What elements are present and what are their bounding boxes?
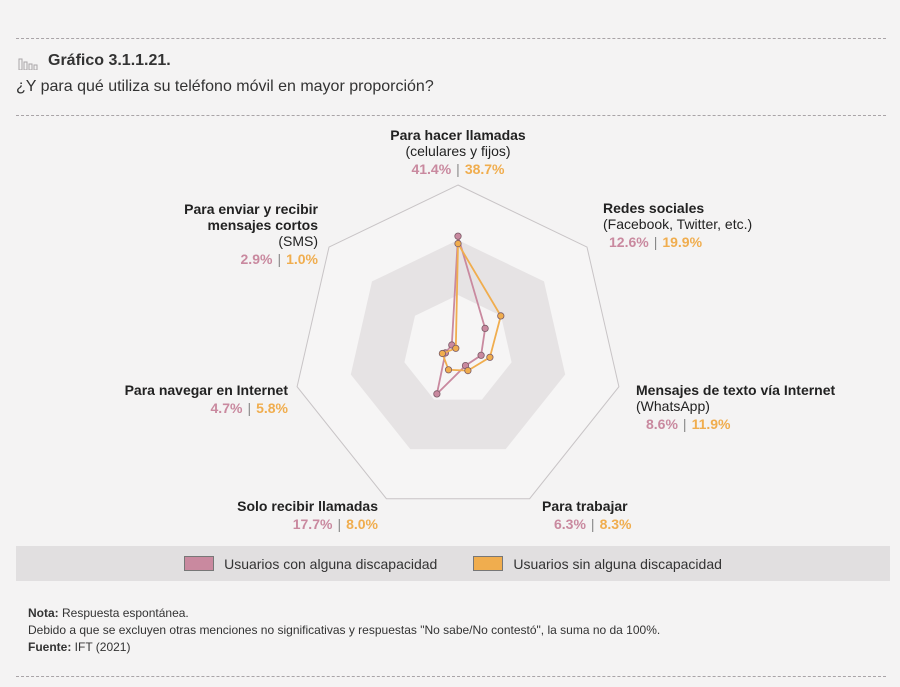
axis-label-text: Para enviar y recibir mensajes cortos (S… bbox=[184, 201, 318, 249]
note-line-2: Debido a que se excluyen otras menciones… bbox=[28, 623, 661, 637]
chart-number: Gráfico 3.1.1.21. bbox=[48, 52, 171, 69]
value-con-discapacidad: 8.6% bbox=[646, 416, 678, 432]
value-con-discapacidad: 6.3% bbox=[554, 516, 586, 532]
value-sin-discapacidad: 1.0% bbox=[286, 251, 318, 267]
notes: Nota: Respuesta espontánea. Debido a que… bbox=[28, 605, 660, 656]
value-sin-discapacidad: 5.8% bbox=[256, 400, 288, 416]
data-point-1-1 bbox=[497, 312, 505, 320]
value-sin-discapacidad: 11.9% bbox=[691, 416, 731, 432]
axis-label-text: Mensajes de texto vía Internet (WhatsApp) bbox=[636, 382, 836, 414]
data-point-1-4 bbox=[444, 366, 453, 374]
bar-chart-icon bbox=[18, 58, 38, 70]
axis-values: 4.7% | 5.8% bbox=[210, 400, 288, 416]
data-point-0-4 bbox=[433, 390, 441, 398]
data-point-1-3 bbox=[464, 366, 472, 375]
value-sin-discapacidad: 8.0% bbox=[346, 516, 378, 532]
axis-values: 2.9% | 1.0% bbox=[240, 251, 318, 267]
legend-swatch-sin bbox=[473, 556, 504, 571]
legend-item-con: Usuarios con alguna discapacidad bbox=[184, 556, 437, 572]
value-con-discapacidad: 12.6% bbox=[609, 234, 649, 250]
chart-question: ¿Y para qué utiliza su teléfono móvil en… bbox=[16, 78, 434, 95]
axis-label-2: Mensajes de texto vía Internet (WhatsApp)… bbox=[636, 382, 835, 432]
axis-label-text: Para navegar en Internet bbox=[124, 382, 288, 398]
axis-label-1: Redes sociales (Facebook, Twitter, etc.) 1… bbox=[603, 200, 752, 250]
axis-values: 12.6% | 19.9% bbox=[609, 234, 703, 250]
source-line: Fuente: IFT (2021) bbox=[28, 640, 131, 654]
axis-label-3: Para trabajar 6.3% | 8.3% bbox=[542, 498, 631, 532]
axis-label-text: Solo recibir llamadas bbox=[237, 498, 378, 514]
data-point-1-6 bbox=[452, 344, 460, 352]
header-divider bbox=[16, 115, 886, 116]
value-con-discapacidad: 17.7% bbox=[292, 516, 333, 532]
value-sin-discapacidad: 19.9% bbox=[662, 234, 703, 250]
axis-label-text: Para hacer llamadas (celulares y fijos) bbox=[390, 127, 526, 159]
legend: Usuarios con alguna discapacidad Usuario… bbox=[16, 546, 890, 581]
value-sin-discapacidad: 8.3% bbox=[599, 516, 632, 532]
data-point-0-2 bbox=[477, 351, 485, 359]
legend-label-sin: Usuarios sin alguna discapacidad bbox=[513, 555, 722, 572]
chart-header: Gráfico 3.1.1.21. bbox=[18, 52, 171, 70]
axis-label-6: Para enviar y recibir mensajes cortos (S… bbox=[168, 201, 318, 267]
axis-label-text: Redes sociales (Facebook, Twitter, etc.) bbox=[603, 200, 753, 232]
axis-values: 6.3% | 8.3% bbox=[554, 516, 632, 532]
data-point-1-2 bbox=[486, 353, 494, 361]
note-line: Nota: Respuesta espontánea. bbox=[28, 606, 189, 620]
value-con-discapacidad: 4.7% bbox=[210, 400, 243, 416]
legend-swatch-con bbox=[184, 556, 215, 571]
top-divider bbox=[16, 38, 886, 39]
axis-values: 41.4% | 38.7% bbox=[411, 161, 505, 177]
bottom-divider bbox=[16, 676, 886, 677]
data-point-1-0 bbox=[454, 240, 462, 248]
legend-item-sin: Usuarios sin alguna discapacidad bbox=[473, 556, 722, 572]
data-point-1-5 bbox=[438, 349, 446, 358]
axis-label-4: Solo recibir llamadas 17.7% | 8.0% bbox=[237, 498, 378, 532]
value-con-discapacidad: 41.4% bbox=[411, 161, 452, 177]
data-point-0-1 bbox=[481, 324, 489, 332]
data-point-0-0 bbox=[454, 232, 462, 240]
axis-values: 8.6% | 11.9% bbox=[646, 416, 731, 432]
axis-label-5: Para navegar en Internet 4.7% | 5.8% bbox=[125, 382, 288, 416]
axis-label-text: Para trabajar bbox=[542, 498, 628, 514]
axis-label-0: Para hacer llamadas (celulares y fijos) 41… bbox=[373, 127, 543, 177]
value-sin-discapacidad: 38.7% bbox=[464, 161, 505, 177]
value-con-discapacidad: 2.9% bbox=[240, 251, 273, 267]
legend-label-con: Usuarios con alguna discapacidad bbox=[224, 555, 438, 572]
axis-values: 17.7% | 8.0% bbox=[292, 516, 378, 532]
